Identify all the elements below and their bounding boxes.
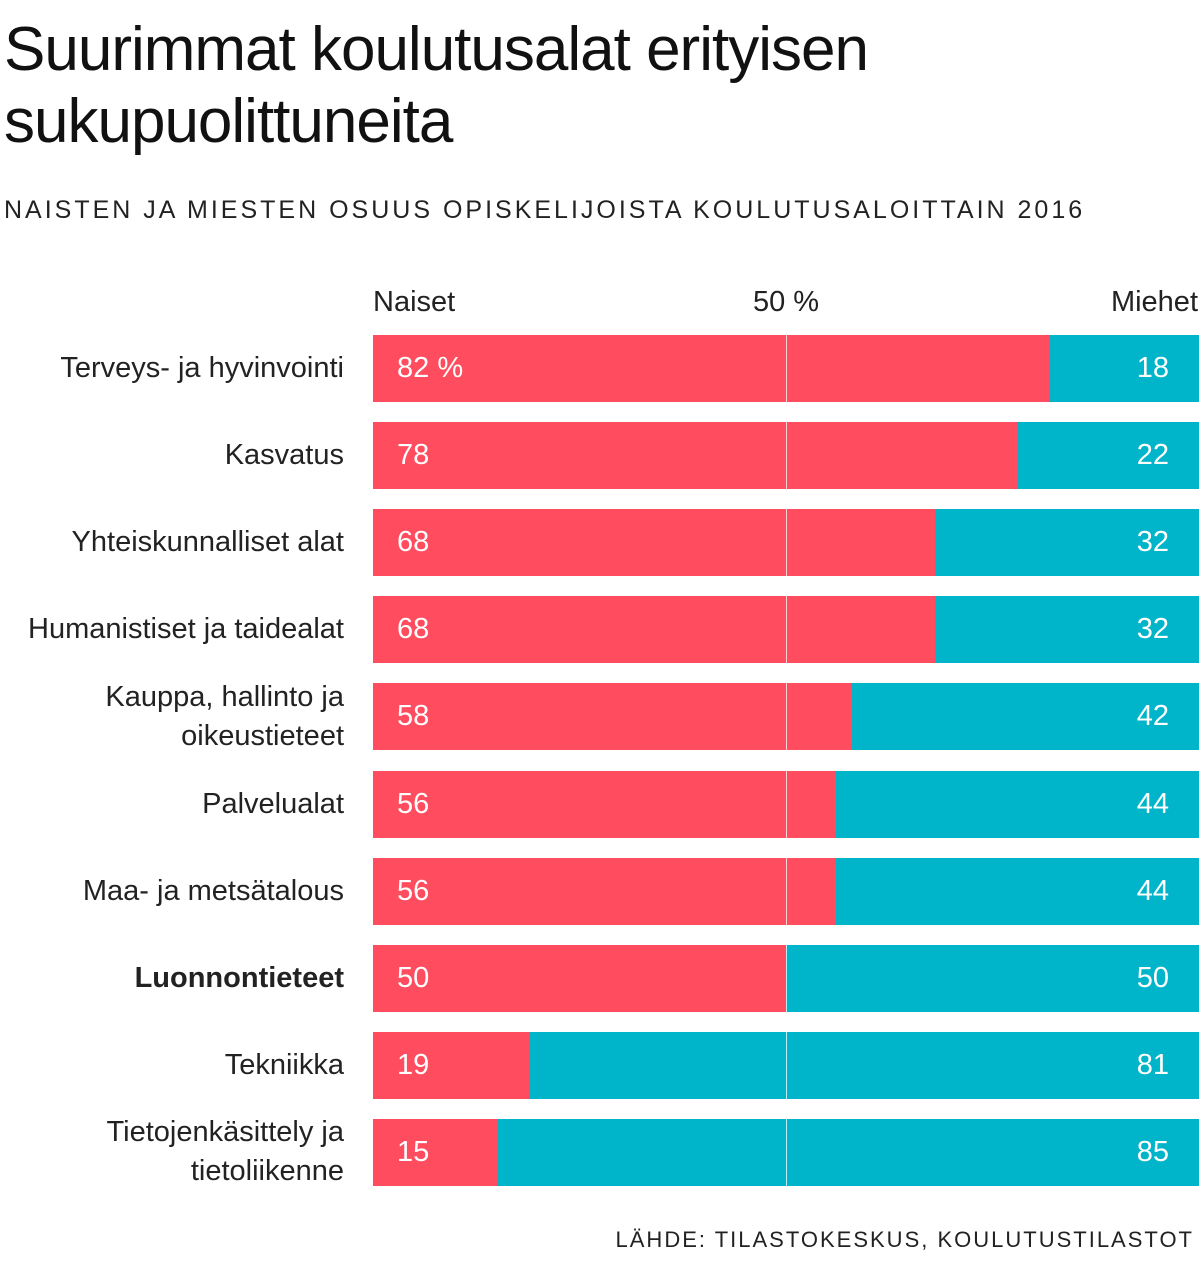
value-label-men-tietojenkasittely-ja-tietoliikenne: 85	[1136, 1135, 1169, 1168]
bar-women-kasvatus	[373, 422, 1018, 490]
bar-men-tietojenkasittely-ja-tietoliikenne	[496, 1118, 1199, 1186]
value-label-women-palvelualat: 56	[397, 787, 430, 820]
value-label-men-tekniikka: 81	[1136, 1048, 1169, 1081]
reference-line-50-luonnontieteet	[786, 944, 787, 1012]
value-label-men-terveys-ja-hyvinvointi: 18	[1136, 352, 1169, 384]
axis-label-women: Naiset	[373, 286, 456, 318]
value-label-women-terveys-ja-hyvinvointi: 82 %	[397, 352, 464, 384]
value-label-women-luonnontieteet: 50	[397, 961, 430, 994]
reference-line-50-palvelualat	[786, 770, 787, 838]
bar-women-tekniikka	[373, 1031, 530, 1099]
bar-women-kauppa-hallinto-ja-oikeustieteet	[373, 683, 853, 751]
bar-women-humanistiset-ja-taidealat	[373, 596, 935, 664]
source-note: LÄHDE: TILASTOKESKUS, KOULUTUSTILASTOT	[615, 1227, 1194, 1252]
category-label-humanistiset-ja-taidealat: Humanistiset ja taidealat	[28, 613, 344, 646]
category-label-yhteiskunnalliset-alat: Yhteiskunnalliset alat	[71, 526, 344, 559]
value-label-men-palvelualat: 44	[1136, 787, 1169, 820]
bar-men-kasvatus	[1017, 422, 1199, 490]
category-label-palvelualat: Palvelualat	[202, 787, 344, 820]
axis-label-men: Miehet	[1110, 286, 1198, 318]
bar-men-palvelualat	[835, 770, 1199, 838]
bar-men-terveys-ja-hyvinvointi	[1050, 335, 1199, 402]
value-label-men-maa-ja-metsatalous: 44	[1136, 874, 1169, 907]
value-label-men-yhteiskunnalliset-alat: 32	[1136, 526, 1169, 559]
reference-line-50-maa-ja-metsatalous	[786, 857, 787, 925]
chart-title: Suurimmat koulutusalat erityisen sukupuo…	[4, 15, 869, 156]
bar-women-tietojenkasittely-ja-tietoliikenne	[373, 1118, 497, 1186]
category-label-kasvatus: Kasvatus	[224, 439, 344, 472]
reference-line-50-humanistiset-ja-taidealat	[786, 596, 787, 664]
value-label-women-kasvatus: 78	[397, 439, 430, 472]
reference-line-50-tekniikka	[786, 1031, 787, 1099]
bar-women-maa-ja-metsatalous	[373, 857, 836, 925]
reference-line-50-tietojenkasittely-ja-tietoliikenne	[786, 1118, 787, 1186]
bar-women-palvelualat	[373, 770, 836, 838]
reference-line-50-kasvatus	[786, 422, 787, 490]
category-label-tietojenkasittely-ja-tietoliikenne: Tietojenkäsittely ja tietoliikenne	[106, 1116, 344, 1188]
value-label-women-tietojenkasittely-ja-tietoliikenne: 15	[397, 1135, 430, 1168]
bar-men-tekniikka	[529, 1031, 1199, 1099]
value-label-men-luonnontieteet: 50	[1136, 961, 1169, 994]
value-label-men-humanistiset-ja-taidealat: 32	[1136, 613, 1169, 646]
bar-men-kauppa-hallinto-ja-oikeustieteet	[852, 683, 1199, 751]
bar-men-maa-ja-metsatalous	[835, 857, 1199, 925]
bar-men-luonnontieteet	[786, 944, 1199, 1012]
bar-women-yhteiskunnalliset-alat	[373, 509, 935, 577]
axis-label-fifty-percent: 50 %	[752, 286, 820, 318]
value-label-women-yhteiskunnalliset-alat: 68	[397, 526, 430, 559]
value-label-women-humanistiset-ja-taidealat: 68	[397, 613, 430, 646]
bar-women-luonnontieteet	[373, 944, 786, 1012]
bar-men-humanistiset-ja-taidealat	[934, 596, 1199, 664]
category-label-maa-ja-metsatalous: Maa- ja metsätalous	[82, 874, 344, 907]
bar-men-yhteiskunnalliset-alat	[934, 509, 1199, 577]
value-label-women-kauppa-hallinto-ja-oikeustieteet: 58	[397, 700, 430, 733]
category-label-tekniikka: Tekniikka	[224, 1048, 344, 1081]
bar-women-terveys-ja-hyvinvointi	[373, 335, 1051, 402]
value-label-men-kauppa-hallinto-ja-oikeustieteet: 42	[1136, 700, 1169, 733]
reference-line-50-kauppa-hallinto-ja-oikeustieteet	[786, 683, 787, 751]
reference-line-50-yhteiskunnalliset-alat	[786, 509, 787, 577]
reference-line-50-terveys-ja-hyvinvointi	[786, 335, 787, 402]
category-label-luonnontieteet: Luonnontieteet	[134, 961, 344, 994]
value-label-women-maa-ja-metsatalous: 56	[397, 874, 430, 907]
chart-subtitle: NAISTEN JA MIESTEN OSUUS OPISKELIJOISTA …	[4, 196, 1086, 224]
category-label-terveys-ja-hyvinvointi: Terveys- ja hyvinvointi	[60, 352, 344, 384]
value-label-men-kasvatus: 22	[1136, 439, 1169, 472]
category-label-kauppa-hallinto-ja-oikeustieteet: Kauppa, hallinto ja oikeustieteet	[105, 680, 344, 752]
value-label-women-tekniikka: 19	[397, 1048, 430, 1081]
